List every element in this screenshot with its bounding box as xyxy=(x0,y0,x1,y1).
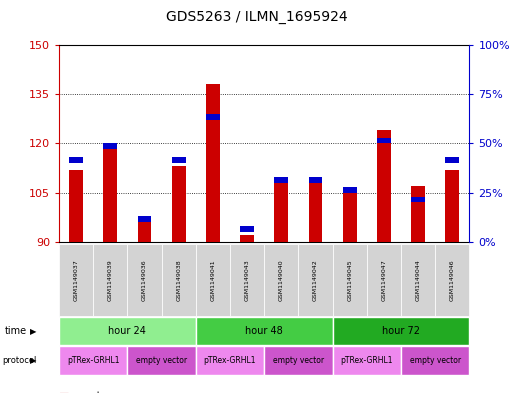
Text: GSM1149036: GSM1149036 xyxy=(142,259,147,301)
Bar xyxy=(274,177,288,183)
Bar xyxy=(343,193,357,242)
Bar xyxy=(401,244,435,316)
Text: empty vector: empty vector xyxy=(410,356,461,365)
Text: protocol: protocol xyxy=(3,356,37,365)
Bar xyxy=(104,143,117,149)
Bar xyxy=(264,244,299,316)
Bar xyxy=(401,346,469,375)
Bar xyxy=(137,216,151,222)
Bar xyxy=(137,219,151,242)
Bar xyxy=(264,346,332,375)
Bar xyxy=(69,157,83,163)
Text: time: time xyxy=(5,326,27,336)
Bar xyxy=(196,244,230,316)
Bar xyxy=(377,130,391,242)
Bar xyxy=(127,346,196,375)
Text: GDS5263 / ILMN_1695924: GDS5263 / ILMN_1695924 xyxy=(166,10,347,24)
Bar xyxy=(104,147,117,242)
Bar xyxy=(172,157,186,163)
Text: GSM1149045: GSM1149045 xyxy=(347,259,352,301)
Text: hour 24: hour 24 xyxy=(108,326,146,336)
Text: GSM1149042: GSM1149042 xyxy=(313,259,318,301)
Bar xyxy=(127,244,162,316)
Text: pTRex-GRHL1: pTRex-GRHL1 xyxy=(341,356,393,365)
Text: GSM1149038: GSM1149038 xyxy=(176,259,181,301)
Bar xyxy=(332,346,401,375)
Bar xyxy=(206,84,220,242)
Text: pTRex-GRHL1: pTRex-GRHL1 xyxy=(204,356,256,365)
Bar xyxy=(240,235,254,242)
Bar xyxy=(343,187,357,193)
Bar xyxy=(59,244,93,316)
Bar xyxy=(240,226,254,232)
Text: empty vector: empty vector xyxy=(136,356,187,365)
Bar xyxy=(411,196,425,202)
Bar xyxy=(274,180,288,242)
Bar xyxy=(445,157,459,163)
Bar xyxy=(299,244,332,316)
Bar xyxy=(196,346,264,375)
Text: hour 48: hour 48 xyxy=(245,326,283,336)
Text: GSM1149040: GSM1149040 xyxy=(279,259,284,301)
Text: GSM1149037: GSM1149037 xyxy=(73,259,78,301)
Bar xyxy=(230,244,264,316)
Bar xyxy=(332,244,367,316)
Bar xyxy=(332,317,469,345)
Bar xyxy=(367,244,401,316)
Text: ▶: ▶ xyxy=(30,356,36,365)
Bar xyxy=(377,138,391,143)
Bar xyxy=(435,244,469,316)
Text: pTRex-GRHL1: pTRex-GRHL1 xyxy=(67,356,120,365)
Text: GSM1149041: GSM1149041 xyxy=(210,259,215,301)
Bar xyxy=(309,180,322,242)
Text: count: count xyxy=(73,391,101,393)
Text: hour 72: hour 72 xyxy=(382,326,420,336)
Text: ▶: ▶ xyxy=(30,327,36,336)
Bar xyxy=(309,177,322,183)
Bar xyxy=(206,114,220,120)
Text: empty vector: empty vector xyxy=(273,356,324,365)
Text: GSM1149043: GSM1149043 xyxy=(245,259,250,301)
Bar xyxy=(59,317,196,345)
Bar xyxy=(172,166,186,242)
Bar xyxy=(162,244,196,316)
Bar xyxy=(445,170,459,242)
Text: GSM1149046: GSM1149046 xyxy=(450,259,455,301)
Bar xyxy=(411,186,425,242)
Bar xyxy=(196,317,332,345)
Bar xyxy=(93,244,127,316)
Bar xyxy=(69,170,83,242)
Bar xyxy=(59,346,127,375)
Text: GSM1149047: GSM1149047 xyxy=(381,259,386,301)
Text: ■: ■ xyxy=(59,391,69,393)
Text: GSM1149039: GSM1149039 xyxy=(108,259,113,301)
Text: GSM1149044: GSM1149044 xyxy=(416,259,421,301)
